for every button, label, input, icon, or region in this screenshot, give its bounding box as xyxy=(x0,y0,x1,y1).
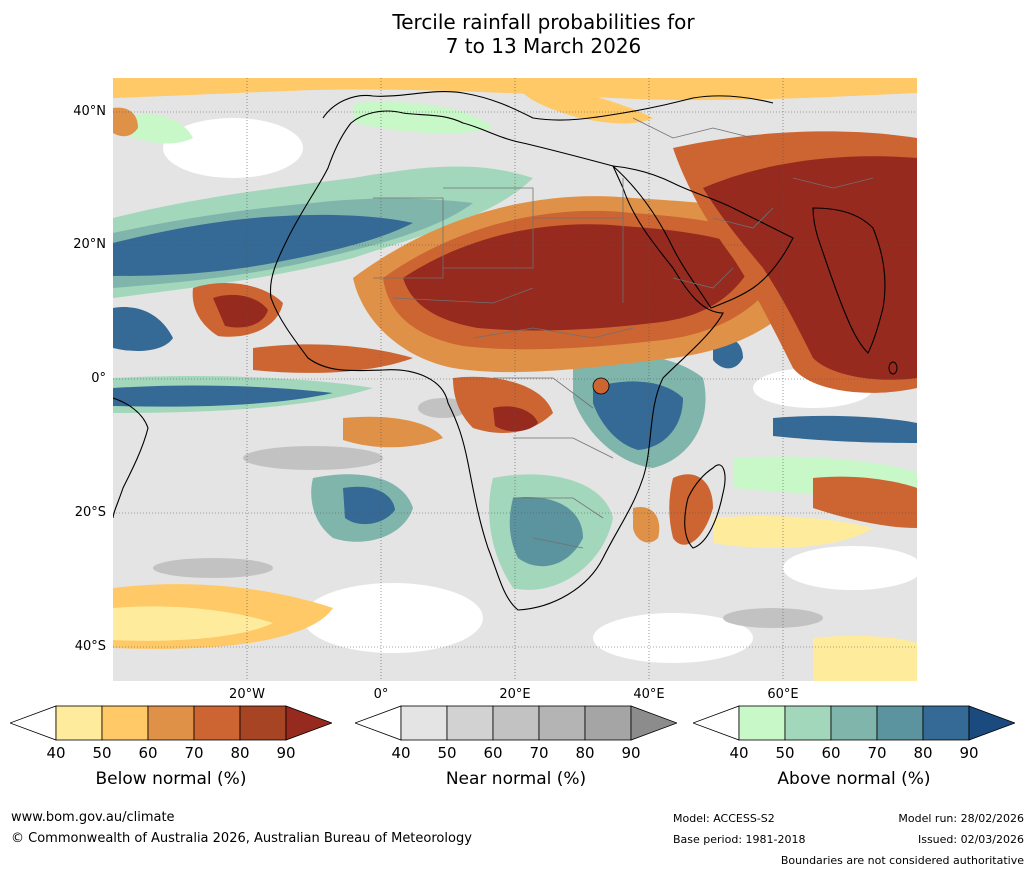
lat-label-40s: 40°S xyxy=(74,639,106,654)
colorbar-segment xyxy=(876,705,924,741)
website-link[interactable]: www.bom.gov.au/climate xyxy=(11,810,175,825)
colorbar-tick-label: 80 xyxy=(575,744,595,762)
below-normal-areas xyxy=(113,78,917,681)
arabia-coastline xyxy=(611,165,794,309)
colorbar-tick-label: 60 xyxy=(138,744,158,762)
colorbar-tick-label: 50 xyxy=(775,744,795,762)
colorbar-segment xyxy=(738,705,786,741)
colorbar-tick-label: 90 xyxy=(959,744,979,762)
colorbar-segment xyxy=(446,705,494,741)
issued-date: Issued: 02/03/2026 xyxy=(917,833,1024,846)
colorbar-extend-high xyxy=(968,705,1015,741)
colorbar-tick-label: 70 xyxy=(184,744,204,762)
lon-label-40e: 40°E xyxy=(633,687,665,702)
above-normal-title: Above normal (%) xyxy=(777,769,931,789)
colorbar-extend-high xyxy=(285,705,332,741)
lat-label-20s: 20°S xyxy=(74,505,106,520)
madagascar-coastline xyxy=(684,464,726,549)
colorbar-extend-low xyxy=(10,705,57,741)
map-title: Tercile rainfall probabilities for 7 to … xyxy=(0,10,1035,58)
colorbar-tick-label: 40 xyxy=(391,744,411,762)
colorbar-extend-high xyxy=(630,705,677,741)
graticule xyxy=(113,78,917,681)
title-line-2: 7 to 13 March 2026 xyxy=(445,34,642,58)
below-normal-title: Below normal (%) xyxy=(95,769,247,789)
colorbar-extend-low xyxy=(355,705,402,741)
near-normal-title: Near normal (%) xyxy=(445,769,587,789)
africa-coastline xyxy=(269,110,724,611)
model-name: Model: ACCESS-S2 xyxy=(673,812,775,825)
colorbar-tick-label: 40 xyxy=(729,744,749,762)
colorbar-segment xyxy=(55,705,103,741)
lon-label-60e: 60°E xyxy=(767,687,799,702)
colorbar-tick-label: 40 xyxy=(46,744,66,762)
colorbar-segment xyxy=(830,705,878,741)
colorbar-segment xyxy=(147,705,195,741)
colorbar-segment xyxy=(193,705,241,741)
near-normal-colorbar xyxy=(355,705,677,741)
model-run-date: Model run: 28/02/2026 xyxy=(898,812,1024,825)
colorbar-tick-label: 70 xyxy=(529,744,549,762)
india-coastline xyxy=(812,207,886,354)
copyright-text: © Commonwealth of Australia 2026, Austra… xyxy=(11,831,472,846)
colorbar-tick-label: 80 xyxy=(230,744,250,762)
country-boundaries xyxy=(373,117,874,549)
colorbar-tick-label: 70 xyxy=(867,744,887,762)
colorbar-tick-label: 50 xyxy=(437,744,457,762)
colorbar-segment xyxy=(784,705,832,741)
colorbar-segment xyxy=(400,705,448,741)
colorbar-segment xyxy=(538,705,586,741)
boundaries-disclaimer: Boundaries are not considered authoritat… xyxy=(780,854,1024,867)
colorbar-segment xyxy=(492,705,540,741)
title-line-1: Tercile rainfall probabilities for xyxy=(392,10,695,34)
colorbar-segment xyxy=(922,705,970,741)
lon-label-20e: 20°E xyxy=(499,687,531,702)
below-normal-colorbar xyxy=(10,705,332,741)
colorbar-tick-label: 60 xyxy=(821,744,841,762)
colorbar-tick-label: 90 xyxy=(621,744,641,762)
colorbar-segment xyxy=(584,705,632,741)
lat-label-40n: 40°N xyxy=(73,104,106,119)
base-period: Base period: 1981-2018 xyxy=(673,833,806,846)
rainfall-probability-map xyxy=(113,78,917,681)
above-normal-areas xyxy=(113,101,917,590)
colorbar-tick-label: 80 xyxy=(913,744,933,762)
lat-label-0: 0° xyxy=(91,371,106,386)
colorbar-tick-label: 60 xyxy=(483,744,503,762)
colorbar-segment xyxy=(101,705,149,741)
south-america-coastline xyxy=(113,397,149,519)
colorbar-tick-label: 90 xyxy=(276,744,296,762)
lat-label-20n: 20°N xyxy=(73,237,106,252)
above-normal-colorbar xyxy=(693,705,1015,741)
europe-coastline xyxy=(322,91,774,121)
colorbar-tick-label: 50 xyxy=(92,744,112,762)
lon-label-20w: 20°W xyxy=(229,687,265,702)
lon-label-0: 0° xyxy=(373,687,389,702)
colorbar-segment xyxy=(239,705,287,741)
colorbar-extend-low xyxy=(693,705,740,741)
